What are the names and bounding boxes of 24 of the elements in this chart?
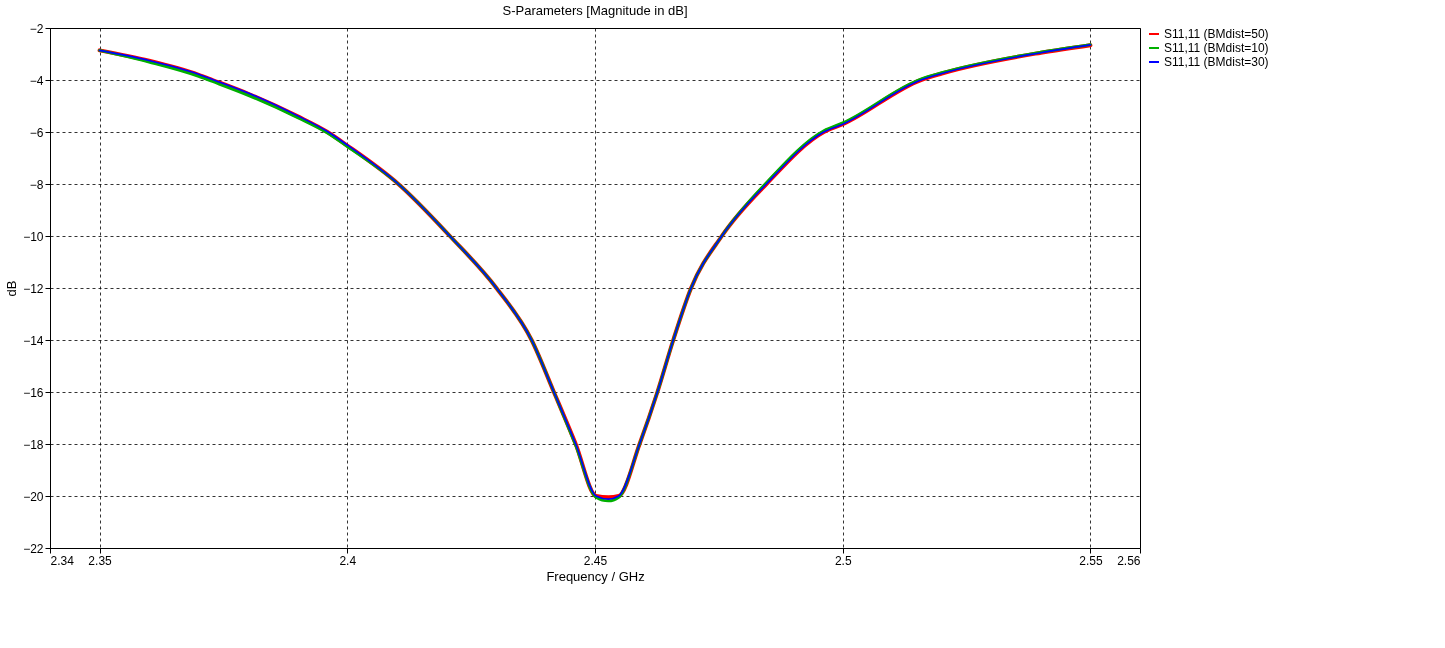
chart-title: S-Parameters [Magnitude in dB] xyxy=(502,3,688,18)
legend-label: S11,11 (BMdist=50) xyxy=(1164,27,1269,41)
y-tick-label: −10 xyxy=(23,229,44,244)
x-tick-label: 2.56 xyxy=(1117,553,1141,568)
x-tick-label: 2.55 xyxy=(1079,553,1103,568)
x-tick-label: 2.4 xyxy=(339,553,357,568)
y-axis-title: dB xyxy=(4,280,20,297)
y-tick-label: −12 xyxy=(23,281,44,296)
y-tick-label: −4 xyxy=(29,73,44,88)
y-tick-label: −16 xyxy=(23,385,44,400)
legend-label: S11,11 (BMdist=30) xyxy=(1164,55,1269,69)
x-tick-label: 2.34 xyxy=(50,553,75,568)
y-tick-label: −8 xyxy=(29,177,44,192)
x-tick-label: 2.5 xyxy=(834,553,852,568)
y-tick-label: −20 xyxy=(23,489,44,504)
x-axis-title: Frequency / GHz xyxy=(546,568,645,584)
legend-label: S11,11 (BMdist=10) xyxy=(1164,41,1269,55)
x-tick-label: 2.45 xyxy=(583,553,608,568)
y-tick-label: −18 xyxy=(23,437,44,452)
x-tick-label: 2.35 xyxy=(88,553,113,568)
y-tick-label: −22 xyxy=(23,541,44,556)
y-tick-label: −2 xyxy=(29,21,44,36)
y-tick-label: −6 xyxy=(29,125,44,140)
y-tick-label: −14 xyxy=(23,333,44,348)
